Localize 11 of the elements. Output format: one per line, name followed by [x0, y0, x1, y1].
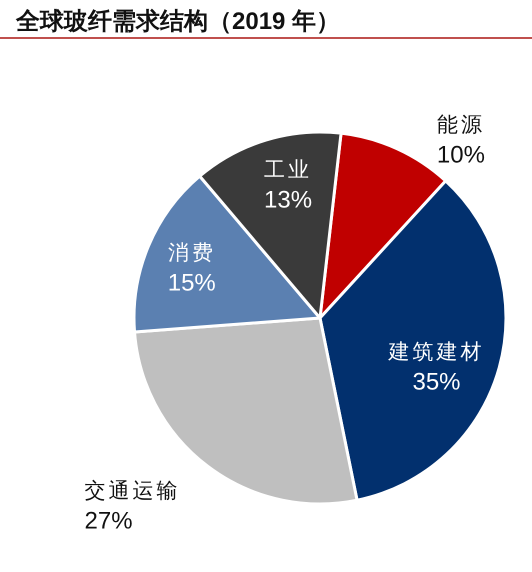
data-label: 10%	[436, 142, 485, 168]
data-label: 13%	[264, 186, 312, 214]
data-label: 35%	[412, 368, 461, 396]
slice-label: 交通运输	[84, 479, 181, 502]
data-label: 27%	[84, 507, 133, 534]
slice-label: 工业	[264, 158, 312, 182]
chart-title: 全球玻纤需求结构（2019 年）	[15, 8, 340, 35]
slice-label: 建筑建材	[388, 340, 485, 364]
slice-label: 能源	[436, 114, 485, 136]
data-label: 15%	[168, 270, 216, 296]
slice-label: 消费	[168, 242, 216, 264]
